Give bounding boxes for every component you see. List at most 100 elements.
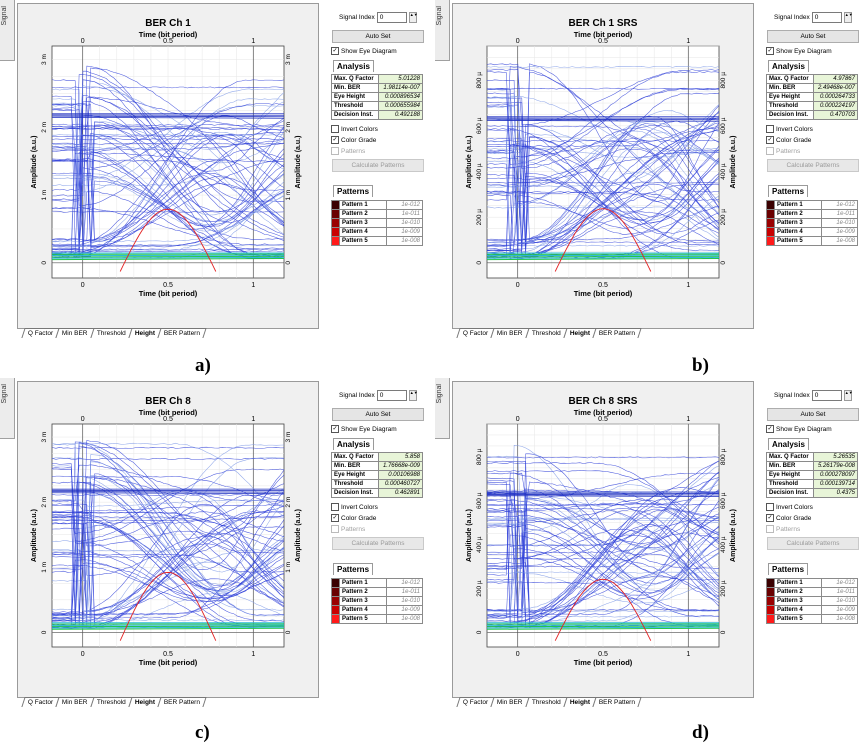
tab-q-factor[interactable]: Q Factor: [21, 328, 60, 338]
analysis-value: 0.000264733: [812, 92, 859, 102]
signal-index-input[interactable]: 0: [811, 12, 842, 23]
patterns-checkbox: Patterns: [766, 525, 800, 533]
pattern-row: Pattern 5 1e-008: [331, 614, 424, 624]
pattern-value: 1e-010: [385, 218, 424, 228]
eye-trace: [52, 79, 284, 251]
tab-ber-pattern[interactable]: BER Pattern: [592, 328, 642, 338]
tab-threshold[interactable]: Threshold: [90, 328, 133, 338]
pattern-name: Pattern 4: [339, 605, 387, 615]
eye-trace: [52, 147, 284, 235]
signal-index-spinner[interactable]: ▲▼: [408, 12, 418, 23]
color-grade-checkbox[interactable]: ✓ Color Grade: [331, 514, 376, 522]
tab-threshold[interactable]: Threshold: [525, 328, 568, 338]
eye-trace: [52, 488, 284, 552]
signal-index-spinner[interactable]: ▲▼: [843, 390, 853, 401]
invert-colors-checkbox[interactable]: Invert Colors: [331, 503, 378, 511]
left-tick-label: 400 µ: [476, 536, 483, 553]
auto-set-button[interactable]: Auto Set: [332, 408, 424, 421]
signal-side-tab[interactable]: Signal: [435, 0, 450, 61]
analysis-key: Eye Height: [766, 470, 814, 480]
eye-trace: [52, 210, 284, 213]
checkbox-box: [331, 125, 339, 133]
checkbox-label: Invert Colors: [776, 503, 813, 511]
show-eye-diagram-checkbox[interactable]: ✓ Show Eye Diagram: [331, 425, 397, 433]
eye-trace: [487, 69, 719, 126]
left-tick-label: 3 m: [41, 432, 48, 443]
baseline-trace: [487, 255, 719, 258]
auto-set-button[interactable]: Auto Set: [767, 30, 859, 43]
analysis-row: Min. BER 1.98114e-007: [330, 83, 423, 93]
tab-q-factor[interactable]: Q Factor: [456, 697, 495, 707]
signal-index-input[interactable]: 0: [811, 390, 842, 401]
eye-trace: [487, 140, 719, 142]
analysis-row: Decision Inst. 0.4375: [766, 488, 859, 498]
tab-threshold[interactable]: Threshold: [90, 697, 133, 707]
tab-min-ber[interactable]: Min BER: [55, 697, 95, 707]
baseline-trace: [487, 256, 719, 259]
checkbox-label: Invert Colors: [776, 125, 813, 133]
show-eye-diagram-checkbox[interactable]: ✓ Show Eye Diagram: [766, 425, 832, 433]
baseline-trace: [487, 625, 719, 628]
tab-min-ber[interactable]: Min BER: [490, 328, 530, 338]
show-eye-diagram-checkbox[interactable]: ✓ Show Eye Diagram: [331, 47, 397, 55]
pattern-swatch: [766, 614, 775, 624]
tab-q-factor[interactable]: Q Factor: [21, 697, 60, 707]
pattern-swatch: [331, 218, 340, 228]
pattern-row: Pattern 4 1e-009: [766, 227, 859, 237]
eye-trace: [487, 144, 719, 201]
tab-min-ber[interactable]: Min BER: [490, 697, 530, 707]
color-grade-checkbox[interactable]: ✓ Color Grade: [766, 514, 811, 522]
eye-trace: [487, 66, 719, 152]
auto-set-button[interactable]: Auto Set: [767, 408, 859, 421]
signal-index-spinner[interactable]: ▲▼: [408, 390, 418, 401]
patterns-header: Patterns: [768, 563, 809, 575]
invert-colors-checkbox[interactable]: Invert Colors: [331, 125, 378, 133]
tab-ber-pattern[interactable]: BER Pattern: [592, 697, 642, 707]
eye-diagram-panel: Signal BER Ch 8 SRS Time (bit period) 0 0.5 1…: [435, 378, 865, 721]
tab-label: Q Factor: [462, 330, 489, 337]
checkbox-box: [766, 503, 774, 511]
right-tick-label: 600 µ: [720, 492, 727, 509]
calculate-patterns-button: Calculate Patterns: [767, 537, 859, 550]
signal-index-spinner[interactable]: ▲▼: [843, 12, 853, 23]
analysis-table: Max. Q Factor 5.26535 Min. BER 5.26179e-008…: [766, 452, 859, 498]
eye-trace: [52, 123, 284, 127]
eye-trace: [487, 191, 719, 234]
tab-q-factor[interactable]: Q Factor: [456, 328, 495, 338]
color-grade-checkbox[interactable]: ✓ Color Grade: [331, 136, 376, 144]
pattern-row: Pattern 3 1e-010: [766, 218, 859, 228]
color-grade-checkbox[interactable]: ✓ Color Grade: [766, 136, 811, 144]
tab-ber-pattern[interactable]: BER Pattern: [157, 697, 207, 707]
tab-threshold[interactable]: Threshold: [525, 697, 568, 707]
pattern-value: 1e-009: [820, 605, 859, 615]
pattern-name: Pattern 3: [339, 218, 387, 228]
auto-set-button[interactable]: Auto Set: [332, 30, 424, 43]
signal-index-input[interactable]: 0: [376, 390, 407, 401]
pattern-row: Pattern 4 1e-009: [331, 227, 424, 237]
pattern-swatch: [766, 587, 775, 597]
top-tick-label: 1: [251, 38, 255, 45]
pattern-value: 1e-012: [385, 200, 424, 210]
signal-side-tab[interactable]: Signal: [0, 378, 15, 439]
eye-diagram-panel: Signal BER Ch 8 Time (bit period) 0 0.5 1 0 0.5…: [0, 378, 430, 721]
pattern-swatch: [331, 200, 340, 210]
right-axis-label: Amplitude (a.u.): [295, 509, 302, 562]
analysis-table: Max. Q Factor 4.97867 Min. BER 2.49468e-007…: [766, 74, 859, 120]
top-tick-label: 0.5: [598, 416, 608, 423]
show-eye-diagram-checkbox[interactable]: ✓ Show Eye Diagram: [766, 47, 832, 55]
invert-colors-checkbox[interactable]: Invert Colors: [766, 125, 813, 133]
bottom-tick-label: 0: [81, 651, 85, 658]
chart-area: BER Ch 1 Time (bit period) 0 0.5 1 0 0.5 1 Time …: [17, 3, 319, 329]
signal-side-tab[interactable]: Signal: [435, 378, 450, 439]
tab-min-ber[interactable]: Min BER: [55, 328, 95, 338]
threshold-trace: [487, 494, 719, 496]
signal-index-input[interactable]: 0: [376, 12, 407, 23]
invert-colors-checkbox[interactable]: Invert Colors: [766, 503, 813, 511]
eye-trace: [52, 67, 284, 227]
pattern-name: Pattern 5: [339, 236, 387, 246]
tab-ber-pattern[interactable]: BER Pattern: [157, 328, 207, 338]
signal-side-tab[interactable]: Signal: [0, 0, 15, 61]
signal-side-tab-label: Signal: [436, 384, 443, 404]
eye-trace: [52, 95, 284, 246]
pattern-value: 1e-010: [820, 218, 859, 228]
